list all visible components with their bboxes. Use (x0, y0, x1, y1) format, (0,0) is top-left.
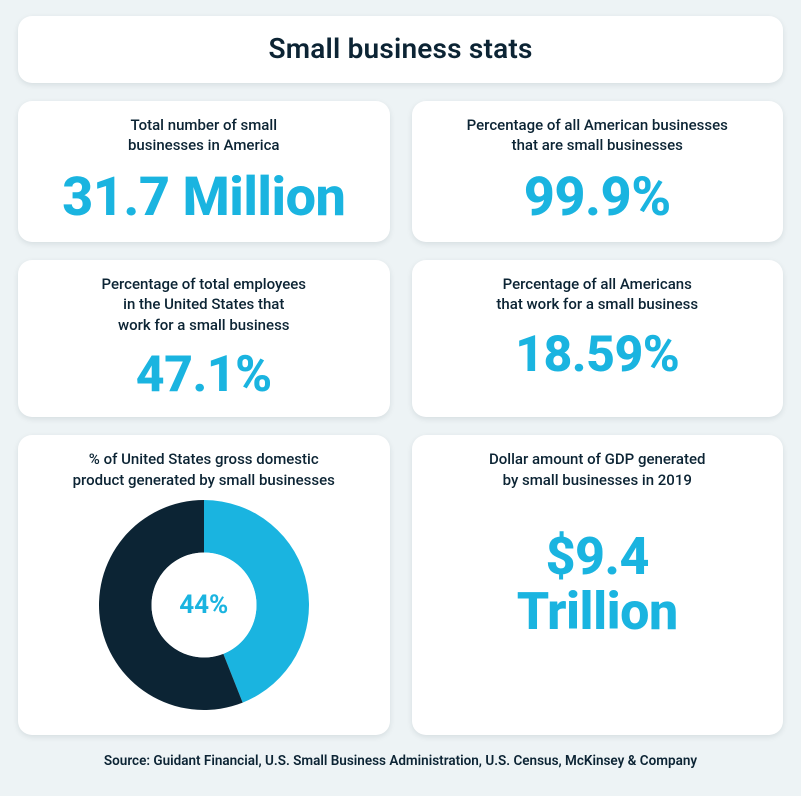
card-value: $9.4 Trillion (517, 530, 678, 639)
card-value: 99.9% (524, 170, 671, 227)
card-pct-total-employees: Percentage of total employees in the Uni… (18, 260, 390, 417)
card-label: Total number of small businesses in Amer… (128, 115, 279, 156)
page-title: Small business stats (28, 32, 773, 65)
card-label: Percentage of all Americans that work fo… (496, 274, 698, 315)
card-label: Percentage of total employees in the Uni… (101, 274, 306, 335)
card-value: 47.1% (136, 349, 272, 402)
stats-grid: Total number of small businesses in Amer… (18, 101, 783, 735)
donut-chart: 44% (99, 500, 309, 710)
card-gdp-donut: % of United States gross domestic produc… (18, 435, 390, 735)
card-total-small-biz: Total number of small businesses in Amer… (18, 101, 390, 242)
card-label: % of United States gross domestic produc… (73, 449, 335, 490)
card-pct-american-biz: Percentage of all American businesses th… (412, 101, 784, 242)
card-value: 31.7 Million (62, 170, 345, 227)
card-value: 18.59% (515, 329, 679, 382)
card-gdp-dollar: Dollar amount of GDP generated by small … (412, 435, 784, 735)
title-card: Small business stats (18, 16, 783, 83)
source-line: Source: Guidant Financial, U.S. Small Bu… (18, 753, 783, 769)
donut-center-value: 44% (99, 500, 309, 710)
card-pct-americans-work: Percentage of all Americans that work fo… (412, 260, 784, 417)
card-label: Dollar amount of GDP generated by small … (489, 449, 706, 490)
card-label: Percentage of all American businesses th… (467, 115, 728, 156)
